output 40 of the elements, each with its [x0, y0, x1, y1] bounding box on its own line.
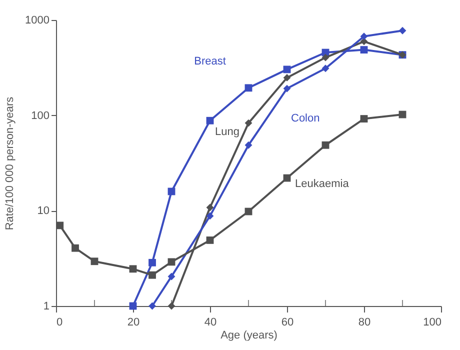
series-label: Leukaemia [295, 178, 350, 190]
y-tick-label: 1000 [25, 14, 50, 26]
point [206, 212, 214, 220]
x-tick-label: 100 [423, 316, 442, 328]
point [360, 32, 368, 40]
text: Breast [194, 56, 226, 68]
point [72, 244, 79, 252]
point [206, 204, 214, 212]
point [283, 84, 291, 92]
y-tick-label: 10 [37, 205, 50, 218]
series-label: Lung [215, 126, 240, 138]
x-tick-label: 60 [281, 316, 294, 328]
series-label: Colon [291, 112, 320, 125]
point [206, 236, 214, 244]
x-tick-label: 20 [127, 316, 140, 328]
point [168, 272, 176, 280]
x-tick-label: 0 [56, 316, 63, 328]
point [206, 116, 214, 124]
y-axis-title: Rate/100 000 person-years [4, 96, 16, 230]
point [360, 46, 368, 54]
point [322, 54, 330, 62]
point [398, 26, 406, 34]
x-tick-label: 40 [204, 316, 217, 328]
point [283, 66, 291, 74]
point [322, 141, 330, 149]
point [148, 258, 156, 266]
x-tick-label: 80 [358, 316, 371, 328]
point [90, 258, 98, 266]
point [129, 265, 137, 273]
y-tick-label: 100 [31, 110, 50, 122]
point [322, 64, 330, 72]
point [148, 271, 156, 279]
point [168, 258, 176, 266]
point [244, 84, 252, 92]
point [56, 222, 64, 230]
point [360, 115, 368, 122]
x-axis-title: Age (years) [220, 330, 278, 342]
point [244, 119, 252, 127]
y-tick-label: 1 [43, 300, 50, 312]
point [244, 141, 252, 149]
